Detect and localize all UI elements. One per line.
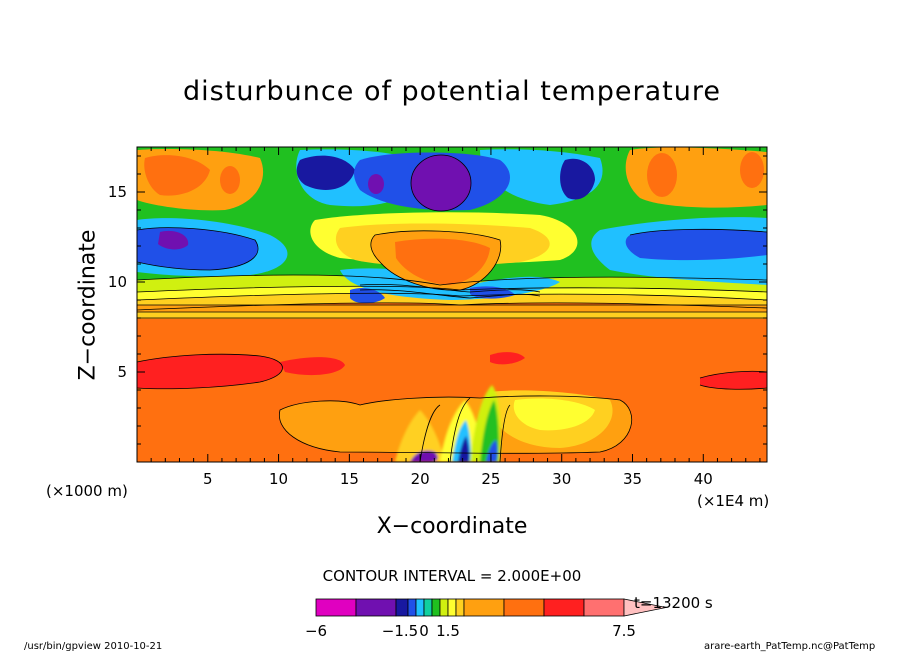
contour-field (137, 147, 767, 462)
colorbar-swatch (431, 598, 441, 617)
colorbar-swatch (315, 598, 357, 617)
x-tick-label: 15 (340, 470, 359, 488)
convective-cells (395, 385, 501, 462)
colorbar-swatch (439, 598, 449, 617)
x-tick-label: 40 (694, 470, 713, 488)
x-axis-ticks: 5 10 15 20 25 30 35 40 (150, 147, 761, 488)
x-tick-label: 25 (481, 470, 500, 488)
footer-program-date: /usr/bin/gpview 2010-10-21 (24, 641, 163, 652)
colorbar-swatch (407, 598, 417, 617)
y-tick-label: 10 (108, 273, 127, 291)
x-tick-label: 35 (623, 470, 642, 488)
y-tick-label: 5 (117, 363, 127, 381)
y-tick-label: 15 (108, 183, 127, 201)
chart-title: disturbunce of potential temperature (183, 76, 721, 107)
colorbar-swatch (543, 598, 585, 617)
x-scale-note: (×1E4 m) (697, 492, 770, 510)
colorbar-label: 7.5 (612, 622, 636, 640)
x-tick-label: 20 (411, 470, 430, 488)
colorbar (315, 598, 667, 617)
x-axis-label: X−coordinate (376, 514, 528, 539)
colorbar-label: 1.5 (436, 622, 460, 640)
colorbar-extension (623, 598, 667, 617)
time-label: t=13200 s (634, 594, 713, 612)
x-unit-note: (×1000 m) (46, 482, 128, 500)
colorbar-swatch (503, 598, 545, 617)
colorbar-swatch (455, 598, 465, 617)
x-tick-label: 10 (269, 470, 288, 488)
colorbar-label: 0 (419, 622, 429, 640)
y-axis-label: Z−coordinate (75, 229, 101, 381)
colorbar-swatch (447, 598, 457, 617)
colorbar-swatch (423, 598, 433, 617)
colorbar-swatch (463, 598, 505, 617)
x-tick-label: 5 (203, 470, 213, 488)
colorbar-swatch (355, 598, 397, 617)
colorbar-label: −6 (304, 622, 328, 640)
colorbar-label: −1.5 (381, 622, 419, 640)
colorbar-swatch (415, 598, 425, 617)
contour-interval-label: CONTOUR INTERVAL = 2.000E+00 (322, 567, 582, 585)
colorbar-swatch (583, 598, 625, 617)
plot-frame (136, 146, 768, 463)
red-lobe-right (700, 371, 767, 390)
y-axis-ticks: 5 10 15 (108, 155, 767, 445)
red-lobe-left (137, 354, 283, 389)
colorbar-swatch (395, 598, 409, 617)
x-tick-label: 30 (552, 470, 571, 488)
footer-file-name: arare-earth_PatTemp.nc@PatTemp (704, 641, 876, 652)
